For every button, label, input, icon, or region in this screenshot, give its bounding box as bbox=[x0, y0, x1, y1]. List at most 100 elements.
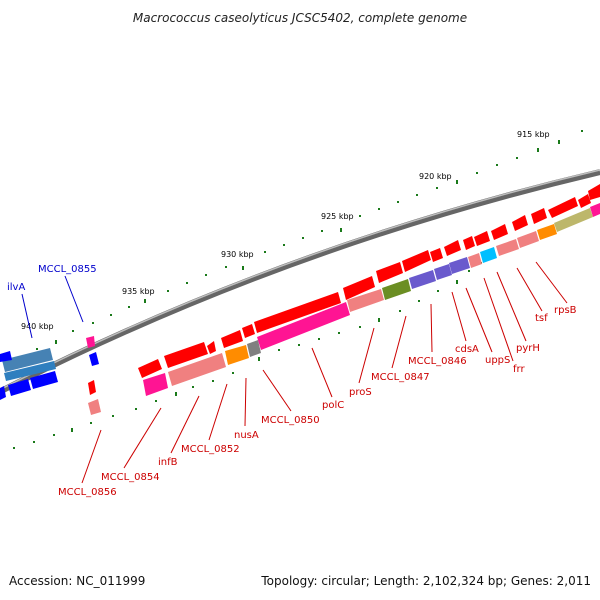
leader-line-frr bbox=[483, 277, 514, 362]
tick-dot bbox=[436, 187, 438, 189]
tick-dot bbox=[36, 348, 38, 350]
cog-block bbox=[468, 253, 482, 268]
tick-dot bbox=[302, 237, 304, 239]
scale-label: 920 kbp bbox=[419, 172, 452, 181]
gene-arrow bbox=[254, 292, 341, 333]
cog-block bbox=[409, 270, 436, 289]
cog-block bbox=[590, 203, 600, 217]
gene-arrow bbox=[2, 348, 53, 372]
gene-label-infB: infB bbox=[158, 457, 178, 468]
gene-label-rpsB: rpsB bbox=[554, 305, 577, 316]
tick-dot bbox=[416, 194, 418, 196]
leader-line-infB bbox=[170, 395, 200, 454]
gene-label-MCCL_0846: MCCL_0846 bbox=[408, 356, 467, 367]
tick-dot bbox=[278, 349, 280, 351]
tick-dot bbox=[516, 157, 518, 159]
tick-dot bbox=[476, 172, 478, 174]
tick-major bbox=[71, 428, 73, 432]
cog-block bbox=[480, 247, 497, 263]
tick-dot bbox=[359, 326, 361, 328]
cog-block bbox=[143, 373, 168, 396]
cog-block bbox=[30, 371, 58, 389]
gene-arrow bbox=[343, 276, 375, 300]
tick-major bbox=[456, 280, 458, 284]
gene-label-MCCL_0856: MCCL_0856 bbox=[58, 487, 117, 498]
cog-block bbox=[247, 340, 261, 357]
leader-line-MCCL_0846 bbox=[430, 303, 433, 353]
map-title: Macrococcus caseolyticus JCSC5402, compl… bbox=[133, 11, 467, 25]
cog-block bbox=[434, 264, 452, 280]
tick-dot bbox=[264, 251, 266, 253]
tick-dot bbox=[496, 164, 498, 166]
gene-label-tsf: tsf bbox=[535, 313, 548, 324]
tick-major bbox=[258, 357, 260, 361]
gene-arrow bbox=[531, 208, 547, 224]
gene-arrow bbox=[463, 236, 475, 250]
tick-major bbox=[175, 392, 177, 396]
tick-dot bbox=[581, 130, 583, 132]
tick-dot bbox=[155, 400, 157, 402]
tick-dot bbox=[298, 344, 300, 346]
cog-block bbox=[8, 379, 31, 396]
leader-line-tsf bbox=[516, 267, 543, 312]
gene-label-MCCL_0852: MCCL_0852 bbox=[181, 444, 240, 455]
leader-line-nusA bbox=[244, 377, 247, 427]
tick-dot bbox=[321, 230, 323, 232]
cog-block bbox=[382, 279, 411, 300]
cog-block bbox=[347, 289, 384, 312]
tick-dot bbox=[167, 290, 169, 292]
leader-line-polC bbox=[311, 347, 333, 398]
leader-line-ilvA bbox=[21, 293, 33, 339]
cog-block bbox=[4, 361, 56, 381]
gene-label-MCCL_0855: MCCL_0855 bbox=[38, 264, 97, 275]
tick-dot bbox=[205, 274, 207, 276]
tick-major bbox=[144, 299, 146, 303]
scale-label: 930 kbp bbox=[221, 250, 254, 259]
gene-arrow bbox=[89, 352, 99, 366]
gene-label-pyrH: pyrH bbox=[516, 343, 540, 354]
cog-block bbox=[168, 353, 226, 386]
tick-dot bbox=[192, 386, 194, 388]
gene-label-proS: proS bbox=[349, 387, 372, 398]
tick-dot bbox=[72, 330, 74, 332]
leader-line-cdsA bbox=[451, 291, 467, 342]
gene-arrow bbox=[444, 240, 461, 256]
tick-dot bbox=[90, 422, 92, 424]
tick-dot bbox=[13, 447, 15, 449]
leader-line-MCCL_0854 bbox=[123, 407, 162, 469]
scale-label: 925 kbp bbox=[321, 212, 354, 221]
tick-dot bbox=[418, 300, 420, 302]
tick-dot bbox=[378, 208, 380, 210]
gene-arrow bbox=[207, 341, 216, 354]
cog-block bbox=[554, 208, 593, 232]
leader-line-MCCL_0856 bbox=[81, 429, 102, 484]
gene-arrow bbox=[0, 351, 12, 362]
tick-major bbox=[558, 140, 560, 144]
scale-label: 935 kbp bbox=[122, 287, 155, 296]
gene-arrow bbox=[578, 194, 591, 208]
leader-line-MCCL_0855 bbox=[64, 275, 84, 323]
tick-dot bbox=[53, 434, 55, 436]
gene-arrow bbox=[86, 336, 95, 348]
gene-arrow bbox=[430, 248, 443, 262]
tick-dot bbox=[468, 270, 470, 272]
cog-block bbox=[88, 380, 96, 395]
tick-dot bbox=[33, 441, 35, 443]
tick-major bbox=[456, 180, 458, 184]
leader-line-rpsB bbox=[535, 261, 568, 304]
cog-block bbox=[0, 386, 6, 400]
cog-block bbox=[257, 302, 350, 350]
tick-dot bbox=[186, 282, 188, 284]
gene-arrow bbox=[474, 231, 490, 246]
tick-major bbox=[378, 318, 380, 322]
tick-dot bbox=[437, 290, 439, 292]
cog-block bbox=[537, 224, 557, 240]
leader-line-proS bbox=[358, 327, 375, 384]
tick-dot bbox=[359, 215, 361, 217]
tick-major bbox=[340, 228, 342, 232]
leader-lines bbox=[21, 261, 568, 484]
tick-dot bbox=[112, 415, 114, 417]
leader-line-MCCL_0852 bbox=[208, 383, 228, 441]
gene-label-MCCL_0850: MCCL_0850 bbox=[261, 415, 320, 426]
gene-arrow bbox=[548, 197, 578, 218]
